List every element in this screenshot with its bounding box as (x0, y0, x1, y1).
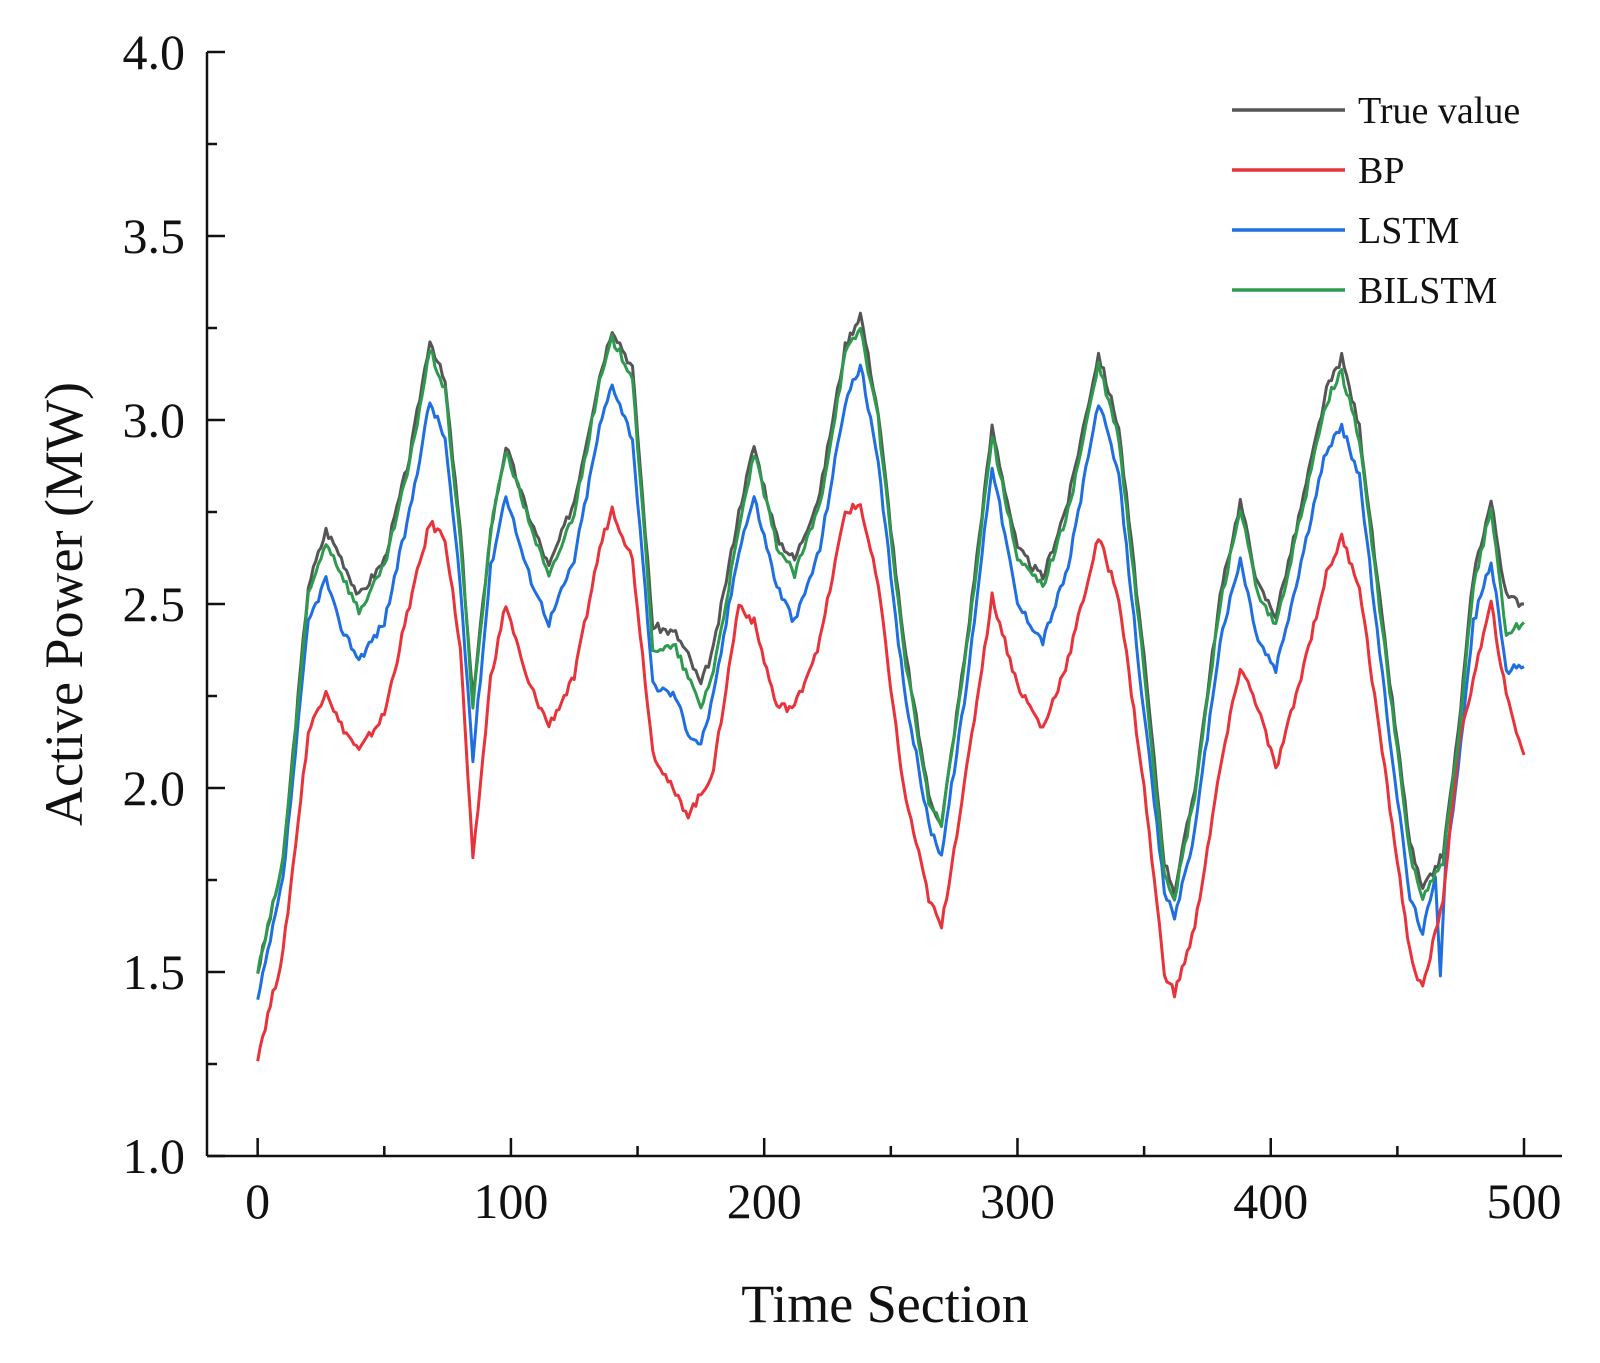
legend: True value BP LSTM BILSTM (1232, 90, 1520, 312)
y-tick-label: 1.0 (123, 1128, 186, 1184)
ticks: 0 100 200 300 400 500 1.0 1.5 2.0 2.5 3.0 3.5 4.0 (123, 24, 1562, 1229)
series-line-bp (256, 502, 1526, 1062)
y-tick-label: 3.5 (123, 208, 186, 264)
x-tick-label: 500 (1487, 1173, 1562, 1229)
x-tick-label: 300 (980, 1173, 1055, 1229)
x-tick-label: 200 (727, 1173, 802, 1229)
y-tick-label: 1.5 (123, 944, 186, 1000)
legend-label-lstm: LSTM (1358, 210, 1459, 252)
legend-label-bp: BP (1358, 150, 1404, 192)
series-line-lstm (256, 363, 1525, 1001)
y-tick-label: 2.5 (123, 576, 186, 632)
x-tick-label: 0 (245, 1173, 270, 1229)
plot-lines (256, 311, 1526, 1062)
series-line-bilstm (256, 326, 1526, 974)
y-tick-label: 2.0 (123, 760, 186, 816)
legend-label-bilstm: BILSTM (1358, 270, 1497, 312)
x-axis-title: Time Section (741, 1274, 1029, 1334)
legend-label-true-value: True value (1358, 90, 1520, 132)
y-axis-title: Active Power (MW) (34, 382, 94, 826)
x-tick-label: 400 (1233, 1173, 1308, 1229)
y-tick-label: 3.0 (123, 392, 186, 448)
y-tick-label: 4.0 (123, 24, 186, 80)
x-tick-label: 100 (473, 1173, 548, 1229)
